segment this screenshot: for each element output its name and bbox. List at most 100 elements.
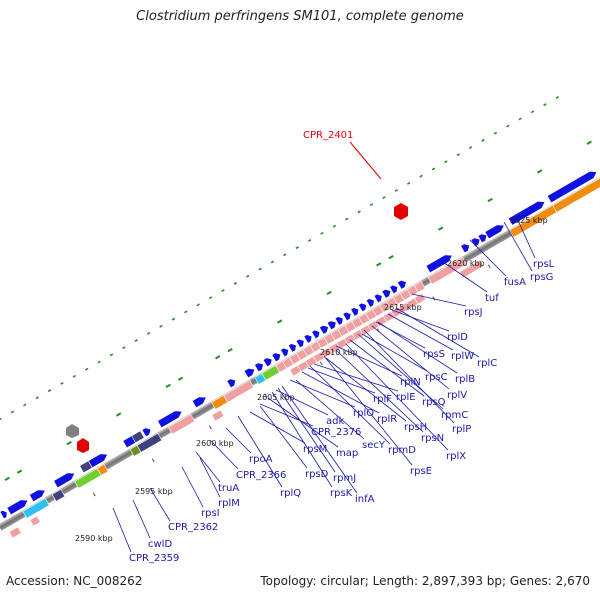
forward-gene[interactable] bbox=[460, 242, 472, 254]
gene-label[interactable]: truA bbox=[218, 483, 239, 494]
forward-gene[interactable] bbox=[326, 319, 338, 331]
gene-label[interactable]: rplX bbox=[446, 451, 466, 462]
gene-label[interactable]: rpsM bbox=[303, 444, 327, 455]
gene-label[interactable]: map bbox=[336, 448, 358, 459]
gene-label[interactable]: cwlD bbox=[148, 539, 172, 550]
ribosomal-protein-gene[interactable] bbox=[413, 280, 426, 293]
gene-label[interactable]: rpsC bbox=[425, 372, 448, 383]
forward-gene[interactable] bbox=[243, 366, 257, 379]
gene-leader-line bbox=[375, 321, 426, 349]
forward-gene[interactable] bbox=[0, 509, 9, 520]
gene-label[interactable]: rpsK bbox=[330, 488, 353, 499]
gene-label[interactable]: rpmD bbox=[388, 445, 416, 456]
forward-gene[interactable] bbox=[280, 346, 291, 358]
forward-gene[interactable] bbox=[191, 394, 208, 409]
gene-label[interactable]: rplN bbox=[400, 377, 421, 388]
gene-label[interactable]: rplB bbox=[455, 374, 475, 385]
forward-gene[interactable] bbox=[262, 356, 274, 368]
gene-label[interactable]: CPR_2376 bbox=[311, 427, 361, 438]
gene-label[interactable]: rpsQ bbox=[422, 397, 446, 408]
gene-label[interactable]: CPR_2359 bbox=[129, 553, 179, 564]
gene-label[interactable]: rpmJ bbox=[333, 473, 356, 484]
gc-dot bbox=[530, 110, 535, 114]
gene-label[interactable]: rplR bbox=[377, 414, 397, 425]
forward-gene[interactable] bbox=[470, 236, 482, 248]
gene-label[interactable]: rpmC bbox=[441, 410, 468, 421]
forward-gene[interactable] bbox=[365, 297, 376, 308]
gene-label[interactable]: rpsD bbox=[305, 469, 329, 480]
scale-label: 2615 kbp bbox=[384, 303, 422, 312]
gene-leader-line bbox=[363, 329, 455, 424]
gene-label[interactable]: rpsI bbox=[201, 508, 220, 519]
forward-gene[interactable] bbox=[425, 252, 454, 274]
forward-gene[interactable] bbox=[226, 377, 238, 389]
forward-gene[interactable] bbox=[254, 361, 266, 373]
gene-pink[interactable] bbox=[223, 379, 255, 403]
forward-gene[interactable] bbox=[53, 470, 77, 489]
gene-label[interactable]: secY bbox=[362, 440, 386, 451]
gene-label[interactable]: infA bbox=[355, 494, 375, 505]
forward-gene[interactable] bbox=[271, 351, 283, 363]
gene-label[interactable]: rplF bbox=[373, 394, 392, 405]
gene-label[interactable]: rplD bbox=[447, 332, 468, 343]
highlight-marker[interactable] bbox=[394, 203, 408, 220]
gene-label[interactable]: rpsL bbox=[533, 259, 555, 270]
gene-pink[interactable] bbox=[8, 526, 22, 539]
forward-gene[interactable] bbox=[342, 310, 353, 322]
gene-label[interactable]: adk bbox=[326, 416, 344, 427]
forward-gene[interactable] bbox=[311, 328, 322, 340]
gene-label[interactable]: rpsS bbox=[423, 349, 445, 360]
gene-label[interactable]: rplQ bbox=[280, 488, 301, 499]
gene-label[interactable]: rplO bbox=[353, 408, 374, 419]
gene-purple[interactable] bbox=[136, 432, 163, 453]
forward-gene[interactable] bbox=[334, 315, 345, 326]
forward-gene[interactable] bbox=[477, 232, 489, 244]
forward-gene[interactable] bbox=[303, 333, 314, 344]
gene-purple[interactable] bbox=[79, 460, 93, 474]
gene-cyan[interactable] bbox=[22, 497, 50, 519]
forward-gene[interactable] bbox=[358, 301, 368, 313]
forward-gene[interactable] bbox=[28, 487, 47, 503]
gene-label[interactable]: fusA bbox=[504, 277, 526, 288]
forward-gene[interactable] bbox=[287, 342, 298, 353]
forward-gene[interactable] bbox=[373, 292, 384, 304]
gene-label[interactable]: rplW bbox=[451, 351, 474, 362]
gene-leader-line bbox=[503, 221, 533, 272]
forward-gene[interactable] bbox=[381, 287, 393, 299]
gene-label[interactable]: CPR_2362 bbox=[168, 522, 218, 533]
gene-purple[interactable] bbox=[131, 430, 145, 444]
gene-label[interactable]: CPR_2366 bbox=[236, 470, 286, 481]
gene-label[interactable]: rpsN bbox=[421, 433, 444, 444]
gene-leader-line bbox=[301, 371, 380, 414]
forward-gene[interactable] bbox=[157, 408, 185, 429]
gene-pink[interactable] bbox=[167, 413, 196, 435]
gene-label[interactable]: rpsJ bbox=[464, 307, 483, 318]
gene-label[interactable]: rpoA bbox=[249, 454, 273, 465]
gene-label[interactable]: rplP bbox=[452, 424, 471, 435]
gene-orange[interactable] bbox=[552, 174, 600, 213]
forward-gene[interactable] bbox=[397, 278, 408, 290]
forward-gene[interactable] bbox=[319, 323, 330, 335]
highlight-label[interactable]: CPR_2401 bbox=[303, 130, 353, 141]
gene-pink[interactable] bbox=[211, 409, 225, 422]
gene-label[interactable]: tuf bbox=[485, 293, 499, 304]
gene-purple[interactable] bbox=[51, 488, 66, 502]
forward-gene[interactable] bbox=[295, 337, 306, 349]
gene-label[interactable]: rpsE bbox=[410, 466, 432, 477]
forward-gene[interactable] bbox=[6, 497, 30, 516]
forward-gene[interactable] bbox=[484, 222, 506, 240]
gene-label[interactable]: rplC bbox=[477, 358, 497, 369]
gene-label[interactable]: rplV bbox=[447, 390, 467, 401]
forward-gene[interactable] bbox=[389, 283, 400, 295]
forward-gene[interactable] bbox=[546, 168, 599, 204]
gene-pink[interactable] bbox=[29, 515, 41, 527]
gene-leader-line bbox=[259, 405, 308, 469]
gene-label[interactable]: rpsH bbox=[404, 422, 427, 433]
gene-label[interactable]: rplE bbox=[396, 392, 416, 403]
gene-pink[interactable] bbox=[427, 256, 468, 285]
forward-gene[interactable] bbox=[141, 426, 153, 438]
gene-label[interactable]: rplM bbox=[218, 498, 240, 509]
gene-label[interactable]: rpsG bbox=[530, 272, 553, 283]
forward-gene[interactable] bbox=[350, 306, 361, 317]
gene-orange[interactable] bbox=[96, 463, 109, 476]
